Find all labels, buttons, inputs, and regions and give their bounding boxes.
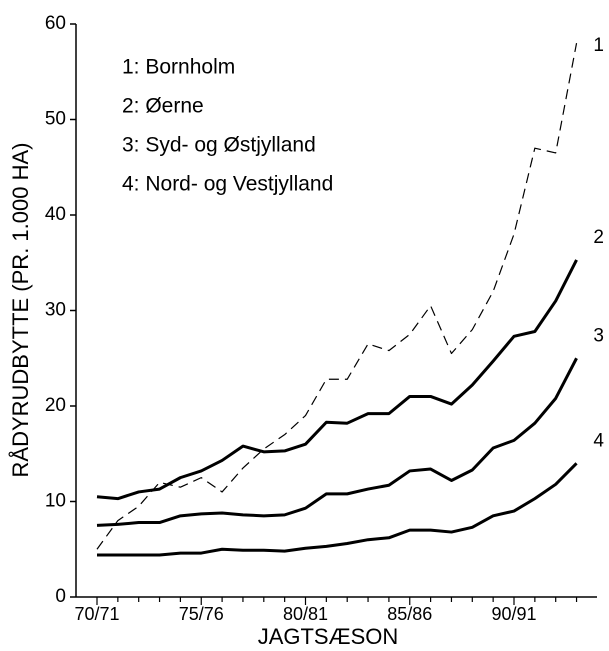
y-tick-label: 60: [45, 13, 66, 34]
x-axis-label: JAGTSÆSON: [258, 624, 399, 649]
y-tick-label: 30: [45, 300, 66, 321]
x-tick-label: 70/71: [74, 604, 119, 624]
series-end-label: 1: [593, 35, 604, 56]
x-tick-label: 85/86: [387, 604, 432, 624]
legend-entry: 2: Øerne: [122, 95, 204, 118]
x-tick-label: 90/91: [491, 604, 536, 624]
series-line: [96, 259, 578, 501]
y-tick-label: 50: [45, 109, 66, 130]
legend-entry: 4: Nord- og Vestjylland: [122, 173, 333, 196]
series-end-label: 2: [593, 227, 604, 248]
y-tick-label: 10: [45, 491, 66, 512]
x-tick-label: 80/81: [283, 604, 328, 624]
x-tick-label: 75/76: [179, 604, 224, 624]
series-line: [97, 462, 578, 557]
series-line: [96, 42, 578, 550]
series-line: [96, 357, 578, 527]
y-tick-label: 40: [45, 204, 66, 225]
legend-entry: 3: Syd- og Østjylland: [122, 134, 316, 157]
series-end-label: 3: [593, 325, 604, 346]
legend-entry: 1: Bornholm: [122, 56, 235, 79]
y-axis-label: RÅDYRUDBYTTE (PR. 1.000 HA): [8, 143, 33, 478]
y-tick-label: 20: [45, 395, 66, 416]
series-end-label: 4: [593, 430, 604, 451]
y-tick-label: 0: [55, 586, 66, 607]
